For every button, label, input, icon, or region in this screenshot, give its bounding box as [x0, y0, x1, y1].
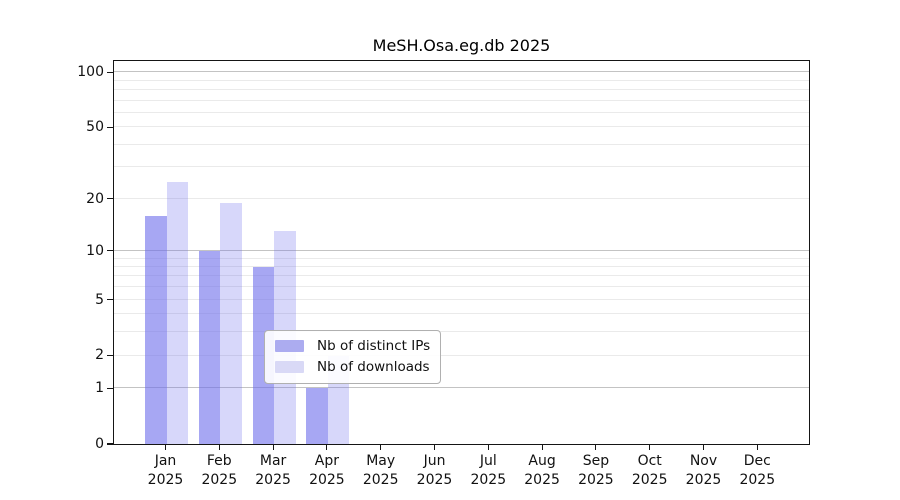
x-tick-label-oct-2025: Oct 2025: [619, 452, 681, 490]
x-tick-month: Apr: [314, 453, 339, 469]
x-axis-tick: [702, 445, 705, 450]
gridline-minor: [114, 166, 809, 168]
x-tick-label-aug-2025: Aug 2025: [511, 452, 573, 490]
legend-item-nb-of-downloads: Nb of downloads: [275, 359, 430, 375]
x-tick-year: 2025: [255, 472, 291, 488]
gridline-minor: [114, 111, 809, 113]
x-tick-month: Jan: [154, 453, 177, 469]
x-tick-year: 2025: [201, 472, 238, 488]
legend: Nb of distinct IPs Nb of downloads: [264, 330, 442, 384]
x-axis-tick: [380, 445, 382, 450]
gridline-minor: [114, 275, 809, 277]
y-tick-label: 5: [95, 291, 104, 308]
legend-label-nb-of-downloads: Nb of downloads: [317, 359, 430, 375]
bar-nb-of-distinct-ips-jan-2025: [145, 215, 167, 444]
y-axis-tick: [107, 387, 113, 389]
x-tick-label-mar-2025: Mar 2025: [242, 452, 304, 490]
x-tick-label-jun-2025: Jun 2025: [404, 452, 466, 490]
x-axis-tick: [649, 445, 651, 450]
x-tick-year: 2025: [685, 472, 722, 488]
gridline-minor: [114, 126, 809, 128]
x-tick-month: Dec: [743, 453, 771, 469]
bar-nb-of-downloads-feb-2025: [220, 202, 242, 444]
legend-item-nb-of-distinct-ips: Nb of distinct IPs: [275, 338, 430, 354]
bar-nb-of-distinct-ips-feb-2025: [198, 250, 221, 444]
x-tick-label-apr-2025: Apr 2025: [296, 452, 358, 490]
x-axis-tick: [756, 445, 758, 450]
x-tick-year: 2025: [739, 472, 776, 488]
x-tick-label-nov-2025: Nov 2025: [673, 452, 735, 490]
gridline-minor: [114, 197, 809, 199]
x-tick-month: Aug: [528, 453, 556, 469]
y-tick-label: 2: [95, 347, 104, 364]
gridline-minor: [114, 79, 809, 81]
gridline-minor: [114, 298, 809, 300]
x-tick-year: 2025: [578, 472, 614, 488]
x-tick-label-jul-2025: Jul 2025: [457, 452, 519, 490]
x-tick-month: Nov: [689, 453, 718, 469]
x-tick-label-jan-2025: Jan 2025: [135, 452, 197, 490]
x-axis-tick: [218, 445, 220, 450]
y-axis-tick: [107, 198, 113, 200]
plot-area: [113, 60, 810, 445]
bar-nb-of-distinct-ips-mar-2025: [252, 267, 275, 444]
x-tick-label-may-2025: May 2025: [350, 452, 412, 490]
x-tick-year: 2025: [524, 472, 560, 488]
x-tick-month: Mar: [259, 453, 287, 469]
gridline-minor: [114, 257, 809, 259]
x-tick-month: Sep: [582, 453, 610, 469]
y-tick-label: 10: [86, 242, 104, 259]
x-tick-year: 2025: [416, 472, 453, 488]
x-axis-tick: [541, 445, 543, 450]
gridline-minor: [114, 143, 809, 145]
gridline-minor: [114, 99, 809, 101]
y-axis-tick: [107, 71, 113, 73]
gridline-minor: [114, 331, 809, 333]
y-tick-label: 50: [86, 119, 104, 136]
gridline-major: [114, 71, 809, 73]
gridline-minor: [114, 313, 809, 315]
y-tick-label: 0: [95, 436, 104, 452]
x-axis-tick: [487, 445, 489, 450]
gridline-minor: [114, 286, 809, 288]
x-tick-month: Oct: [637, 453, 662, 469]
x-tick-month: Feb: [206, 453, 232, 469]
x-axis-tick: [433, 445, 436, 450]
x-axis-tick: [164, 445, 167, 450]
x-axis-tick: [272, 445, 274, 450]
gridline-major: [114, 249, 809, 251]
y-axis-tick: [107, 354, 113, 357]
x-axis-tick: [595, 445, 597, 450]
legend-label-nb-of-distinct-ips: Nb of distinct IPs: [317, 338, 431, 354]
x-tick-label-feb-2025: Feb 2025: [188, 452, 250, 490]
x-tick-year: 2025: [362, 472, 399, 488]
legend-swatch-nb-of-downloads: [275, 361, 304, 373]
x-tick-month: Jun: [423, 453, 446, 469]
y-axis-tick: [107, 299, 113, 301]
y-tick-label: 20: [86, 190, 104, 207]
gridline-minor: [114, 88, 809, 90]
gridline-major: [114, 387, 809, 389]
y-tick-label: 100: [77, 64, 104, 81]
y-axis-tick: [107, 126, 113, 128]
x-tick-year: 2025: [147, 472, 184, 488]
bar-nb-of-downloads-jan-2025: [166, 181, 188, 444]
x-tick-month: May: [366, 453, 396, 469]
bar-nb-of-distinct-ips-apr-2025: [306, 388, 328, 444]
gridline-minor: [114, 354, 809, 356]
x-tick-label-sep-2025: Sep 2025: [565, 452, 627, 490]
x-tick-month: Jul: [479, 453, 497, 469]
y-axis-tick: [107, 443, 113, 445]
x-tick-year: 2025: [470, 472, 507, 488]
y-tick-label: 1: [95, 380, 104, 397]
gridline-minor: [114, 266, 809, 267]
x-axis-tick: [326, 445, 328, 450]
chart-title: MeSH.Osa.eg.db 2025: [372, 36, 551, 55]
x-tick-label-dec-2025: Dec 2025: [726, 452, 788, 490]
y-axis-tick: [107, 250, 113, 252]
x-tick-year: 2025: [631, 472, 668, 488]
legend-swatch-nb-of-distinct-ips: [275, 340, 304, 352]
x-tick-year: 2025: [309, 472, 345, 488]
